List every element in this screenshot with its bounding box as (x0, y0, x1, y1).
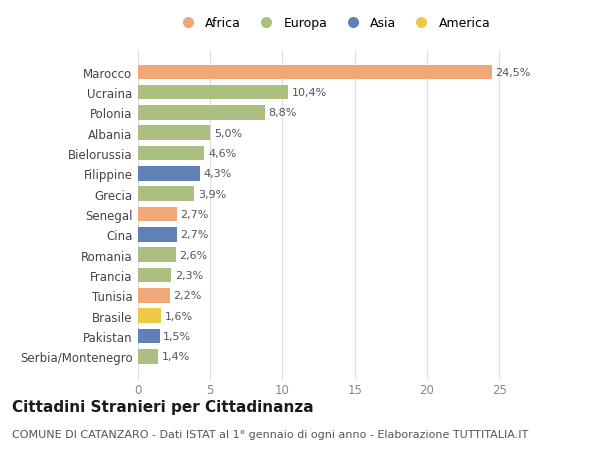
Bar (138, 308, 161, 323)
Text: 2,3%: 2,3% (175, 270, 203, 280)
Bar (138, 268, 171, 283)
Text: 1,5%: 1,5% (163, 331, 191, 341)
Bar (138, 106, 265, 121)
Bar (138, 248, 176, 263)
Bar (138, 228, 177, 242)
Text: 5,0%: 5,0% (214, 129, 242, 139)
Bar (138, 86, 288, 100)
Text: 1,4%: 1,4% (162, 352, 190, 361)
Text: 1,6%: 1,6% (165, 311, 193, 321)
Bar (138, 329, 160, 343)
Bar (138, 126, 210, 141)
Bar (138, 146, 205, 161)
Text: 2,6%: 2,6% (179, 250, 208, 260)
Legend: Africa, Europa, Asia, America: Africa, Europa, Asia, America (175, 17, 491, 30)
Bar (138, 288, 170, 303)
Bar (138, 207, 177, 222)
Bar (138, 349, 158, 364)
Text: 24,5%: 24,5% (496, 68, 531, 78)
Bar (138, 65, 492, 80)
Text: 3,9%: 3,9% (198, 189, 226, 199)
Text: 2,7%: 2,7% (181, 210, 209, 219)
Text: 2,7%: 2,7% (181, 230, 209, 240)
Text: 10,4%: 10,4% (292, 88, 327, 98)
Text: Cittadini Stranieri per Cittadinanza: Cittadini Stranieri per Cittadinanza (12, 399, 314, 414)
Text: 4,6%: 4,6% (208, 149, 236, 159)
Text: COMUNE DI CATANZARO - Dati ISTAT al 1° gennaio di ogni anno - Elaborazione TUTTI: COMUNE DI CATANZARO - Dati ISTAT al 1° g… (12, 429, 528, 439)
Bar (138, 167, 200, 181)
Text: 4,3%: 4,3% (204, 169, 232, 179)
Text: 2,2%: 2,2% (173, 291, 202, 301)
Text: 8,8%: 8,8% (269, 108, 297, 118)
Bar (138, 187, 194, 202)
